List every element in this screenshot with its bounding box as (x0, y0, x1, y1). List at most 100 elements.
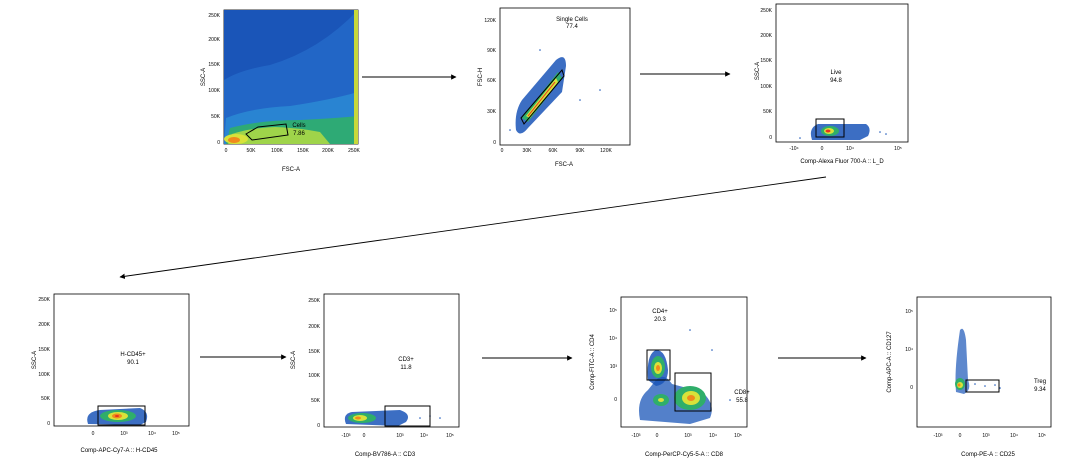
plot-frame (323, 293, 460, 428)
y-axis-ticks: 0 10⁴ 10⁵ (905, 309, 913, 391)
density-cloud (344, 410, 441, 426)
y-tick-label: 50K (311, 398, 321, 404)
gate-cells-polygon (245, 123, 289, 141)
x-axis-ticks: 0 10³ 10⁴ 10⁵ (92, 431, 180, 437)
gate-h-cd45-rect (97, 405, 146, 426)
density-cloud (955, 328, 1001, 394)
y-tick-label: 100K (208, 88, 220, 94)
y-tick-label: 10³ (610, 364, 618, 370)
y-tick-label: 0 (217, 140, 220, 146)
x-tick-label: 10⁵ (172, 431, 180, 437)
x-axis-label: FSC-A (555, 162, 573, 168)
x-tick-label: 10⁴ (709, 433, 717, 439)
y-tick-label: 0 (910, 385, 913, 391)
y-tick-label: 100K (38, 372, 50, 378)
gate-value: 9.34 (1034, 387, 1046, 393)
x-tick-label: 150K (297, 148, 309, 154)
y-tick-label: 150K (760, 58, 772, 64)
y-tick-label: 0 (317, 423, 320, 429)
y-tick-label: 100K (760, 84, 772, 90)
gate-label: H-CD45+ (120, 352, 146, 358)
x-tick-label: 10⁴ (420, 433, 428, 439)
y-tick-label: 250K (208, 13, 220, 19)
y-axis-ticks: 0 50K 100K 150K 200K 250K (308, 298, 320, 429)
y-tick-label: 200K (760, 33, 772, 39)
x-tick-label: 120K (600, 148, 612, 154)
x-tick-label: 90K (576, 148, 586, 154)
x-tick-label: 10³ (982, 433, 990, 439)
y-axis-ticks: 0 50K 100K 150K 200K 250K (208, 13, 220, 146)
gate-cd8-rect (674, 372, 712, 412)
x-axis-ticks: -10³ 0 10³ 10⁴ 10⁵ (934, 433, 1046, 439)
y-axis-ticks: 0 10³ 10⁴ 10⁵ (609, 308, 617, 403)
gate-cd3-rect (384, 405, 431, 427)
gate-label: Cells (292, 123, 305, 129)
gate-value: 20.3 (654, 317, 666, 323)
y-tick-label: 10⁴ (905, 347, 913, 353)
plot-treg: Treg 9.34 0 10⁴ 10⁵ -10³ 0 10³ 10⁴ 10⁵ C… (887, 296, 1052, 458)
x-tick-label: -10³ (934, 433, 943, 439)
plot-cells: Cells 7.86 0 50K 100K 150K 200K 250K 0 5… (201, 9, 360, 173)
y-axis-ticks: 0 50K 100K 150K 200K 250K (38, 297, 50, 427)
y-axis-label: SSC-A (291, 351, 297, 369)
x-axis-label: Comp-BV786-A :: CD3 (355, 452, 416, 458)
x-tick-label: 0 (959, 433, 962, 439)
x-axis-ticks: 0 30K 60K 90K 120K (501, 148, 613, 154)
x-tick-label: 10⁵ (446, 433, 454, 439)
y-tick-label: 10⁴ (609, 336, 617, 342)
x-axis-label: Comp-PE-A :: CD25 (961, 452, 1015, 458)
y-tick-label: 90K (487, 48, 497, 54)
y-tick-label: 250K (308, 298, 320, 304)
gate-value: 77.4 (566, 24, 578, 30)
plot-h-cd45: H-CD45+ 90.1 0 50K 100K 150K 200K 250K 0… (32, 293, 190, 454)
x-axis-ticks: -10³ 0 10³ 10⁴ 10⁵ (632, 433, 742, 439)
x-tick-label: 250K (348, 148, 360, 154)
gate-label: Treg (1034, 379, 1046, 385)
x-tick-label: 0 (656, 433, 659, 439)
y-tick-label: 200K (308, 324, 320, 330)
y-axis-label: Comp-APC-A :: CD127 (887, 331, 893, 393)
y-tick-label: 150K (38, 347, 50, 353)
y-tick-label: 200K (38, 322, 50, 328)
plot-single-cells: Single Cells 77.4 0 30K 60K 90K 120K 0 3… (478, 7, 631, 168)
x-tick-label: 60K (549, 148, 559, 154)
gate-label: CD8+ (734, 390, 750, 396)
gate-label: CD4+ (652, 309, 668, 315)
gate-value: 11.8 (400, 365, 412, 371)
x-tick-label: 0 (363, 433, 366, 439)
plot-cd3: CD3+ 11.8 0 50K 100K 150K 200K 250K -10³… (291, 293, 460, 458)
gate-single-cells-polygon (520, 69, 565, 125)
y-tick-label: 0 (47, 421, 50, 427)
gate-value: 90.1 (127, 360, 139, 366)
y-tick-label: 250K (38, 297, 50, 303)
x-tick-label: 10⁵ (1038, 433, 1046, 439)
y-axis-label: SSC-A (32, 351, 38, 369)
y-tick-label: 50K (41, 396, 51, 402)
x-axis-label: Comp-PerCP-Cy5-5-A :: CD8 (645, 452, 724, 458)
y-tick-label: 250K (760, 8, 772, 14)
y-tick-label: 10⁵ (609, 308, 617, 314)
y-tick-label: 120K (484, 18, 496, 24)
y-tick-label: 200K (208, 37, 220, 43)
x-axis-ticks: -10³ 0 10³ 10⁴ 10⁵ (342, 433, 454, 439)
y-tick-label: 30K (487, 109, 497, 115)
gate-label: CD3+ (398, 357, 414, 363)
x-tick-label: 10⁵ (894, 146, 902, 152)
x-axis-label: FSC-A (282, 167, 300, 173)
x-tick-label: 10³ (396, 433, 404, 439)
x-tick-label: 0 (92, 431, 95, 437)
x-tick-label: 100K (271, 148, 283, 154)
y-axis-ticks: 0 30K 60K 90K 120K (484, 18, 496, 146)
x-tick-label: 10⁵ (734, 433, 742, 439)
y-tick-label: 150K (208, 62, 220, 68)
x-axis-label: Comp-APC-Cy7-A :: H-CD45 (80, 448, 158, 454)
y-tick-label: 50K (763, 109, 773, 115)
y-tick-label: 50K (211, 114, 221, 120)
y-tick-label: 100K (308, 373, 320, 379)
x-tick-label: 0 (501, 148, 504, 154)
plot-frame (53, 293, 190, 427)
x-axis-label: Comp-Alexa Fluor 700-A :: L_D (800, 159, 884, 165)
density-cloud (224, 10, 358, 144)
gate-value: 94.8 (830, 78, 842, 84)
density-cloud (799, 124, 887, 140)
